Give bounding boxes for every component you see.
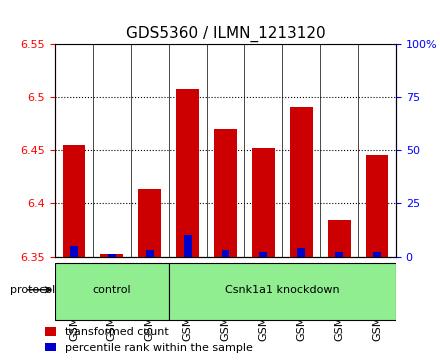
Bar <box>260 252 268 257</box>
Bar <box>335 252 343 257</box>
Bar <box>146 250 154 257</box>
Bar <box>252 148 275 257</box>
Bar <box>108 254 116 257</box>
Text: protocol: protocol <box>10 285 55 295</box>
Bar <box>297 248 305 257</box>
Text: control: control <box>92 285 131 295</box>
Bar <box>62 145 85 257</box>
Bar <box>328 220 351 257</box>
Title: GDS5360 / ILMN_1213120: GDS5360 / ILMN_1213120 <box>126 26 325 42</box>
Text: Csnk1a1 knockdown: Csnk1a1 knockdown <box>225 285 340 295</box>
Bar <box>138 189 161 257</box>
Bar <box>221 250 230 257</box>
FancyBboxPatch shape <box>55 263 169 320</box>
FancyBboxPatch shape <box>169 263 396 320</box>
Bar <box>176 89 199 257</box>
Bar <box>373 252 381 257</box>
Bar <box>183 235 191 257</box>
Bar <box>290 107 313 257</box>
Bar <box>100 254 123 257</box>
Bar <box>366 155 389 257</box>
Legend: transformed count, percentile rank within the sample: transformed count, percentile rank withi… <box>41 323 257 358</box>
Bar <box>70 246 78 257</box>
Bar <box>214 129 237 257</box>
